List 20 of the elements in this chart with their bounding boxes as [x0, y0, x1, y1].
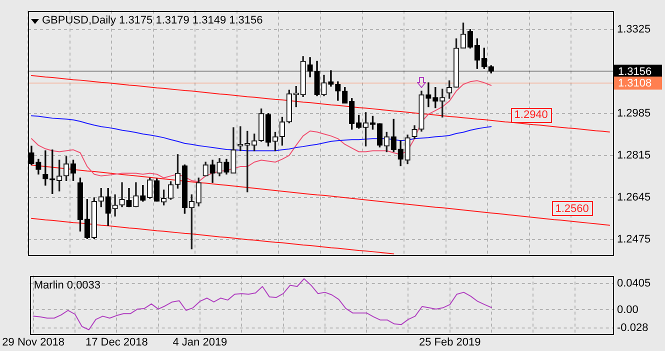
y-tick-label: 1.2815 — [617, 149, 651, 162]
y-tick-label: 1.2645 — [617, 191, 651, 204]
y-tick-label: 1.2475 — [617, 233, 651, 246]
candlestick — [426, 82, 432, 108]
y-tick-label: 1.3325 — [617, 24, 651, 36]
ref-line-label: 1.3108 — [618, 78, 652, 90]
x-tick-label: 17 Dec 2018 — [85, 336, 148, 348]
y-tick-label: 1.2985 — [617, 108, 651, 120]
x-tick-label: 29 Nov 2018 — [2, 336, 65, 348]
annotation: 1.2560 — [555, 202, 589, 215]
chart-title: GBPUSD,Daily 1.3175 1.3179 1.3149 1.3156 — [42, 14, 263, 27]
y-tick-label: 0.00 — [617, 304, 638, 316]
chart-title: Marlin 0.0033 — [34, 280, 101, 292]
y-tick-label: -0.028 — [617, 322, 648, 334]
annotation: 1.2940 — [514, 109, 548, 122]
x-tick-label: 25 Feb 2019 — [418, 336, 481, 348]
y-tick-label: 0.0405 — [617, 278, 651, 290]
x-tick-label: 4 Jan 2019 — [172, 336, 228, 348]
ref-line-label: 1.3156 — [618, 66, 652, 78]
candlestick — [112, 194, 118, 216]
